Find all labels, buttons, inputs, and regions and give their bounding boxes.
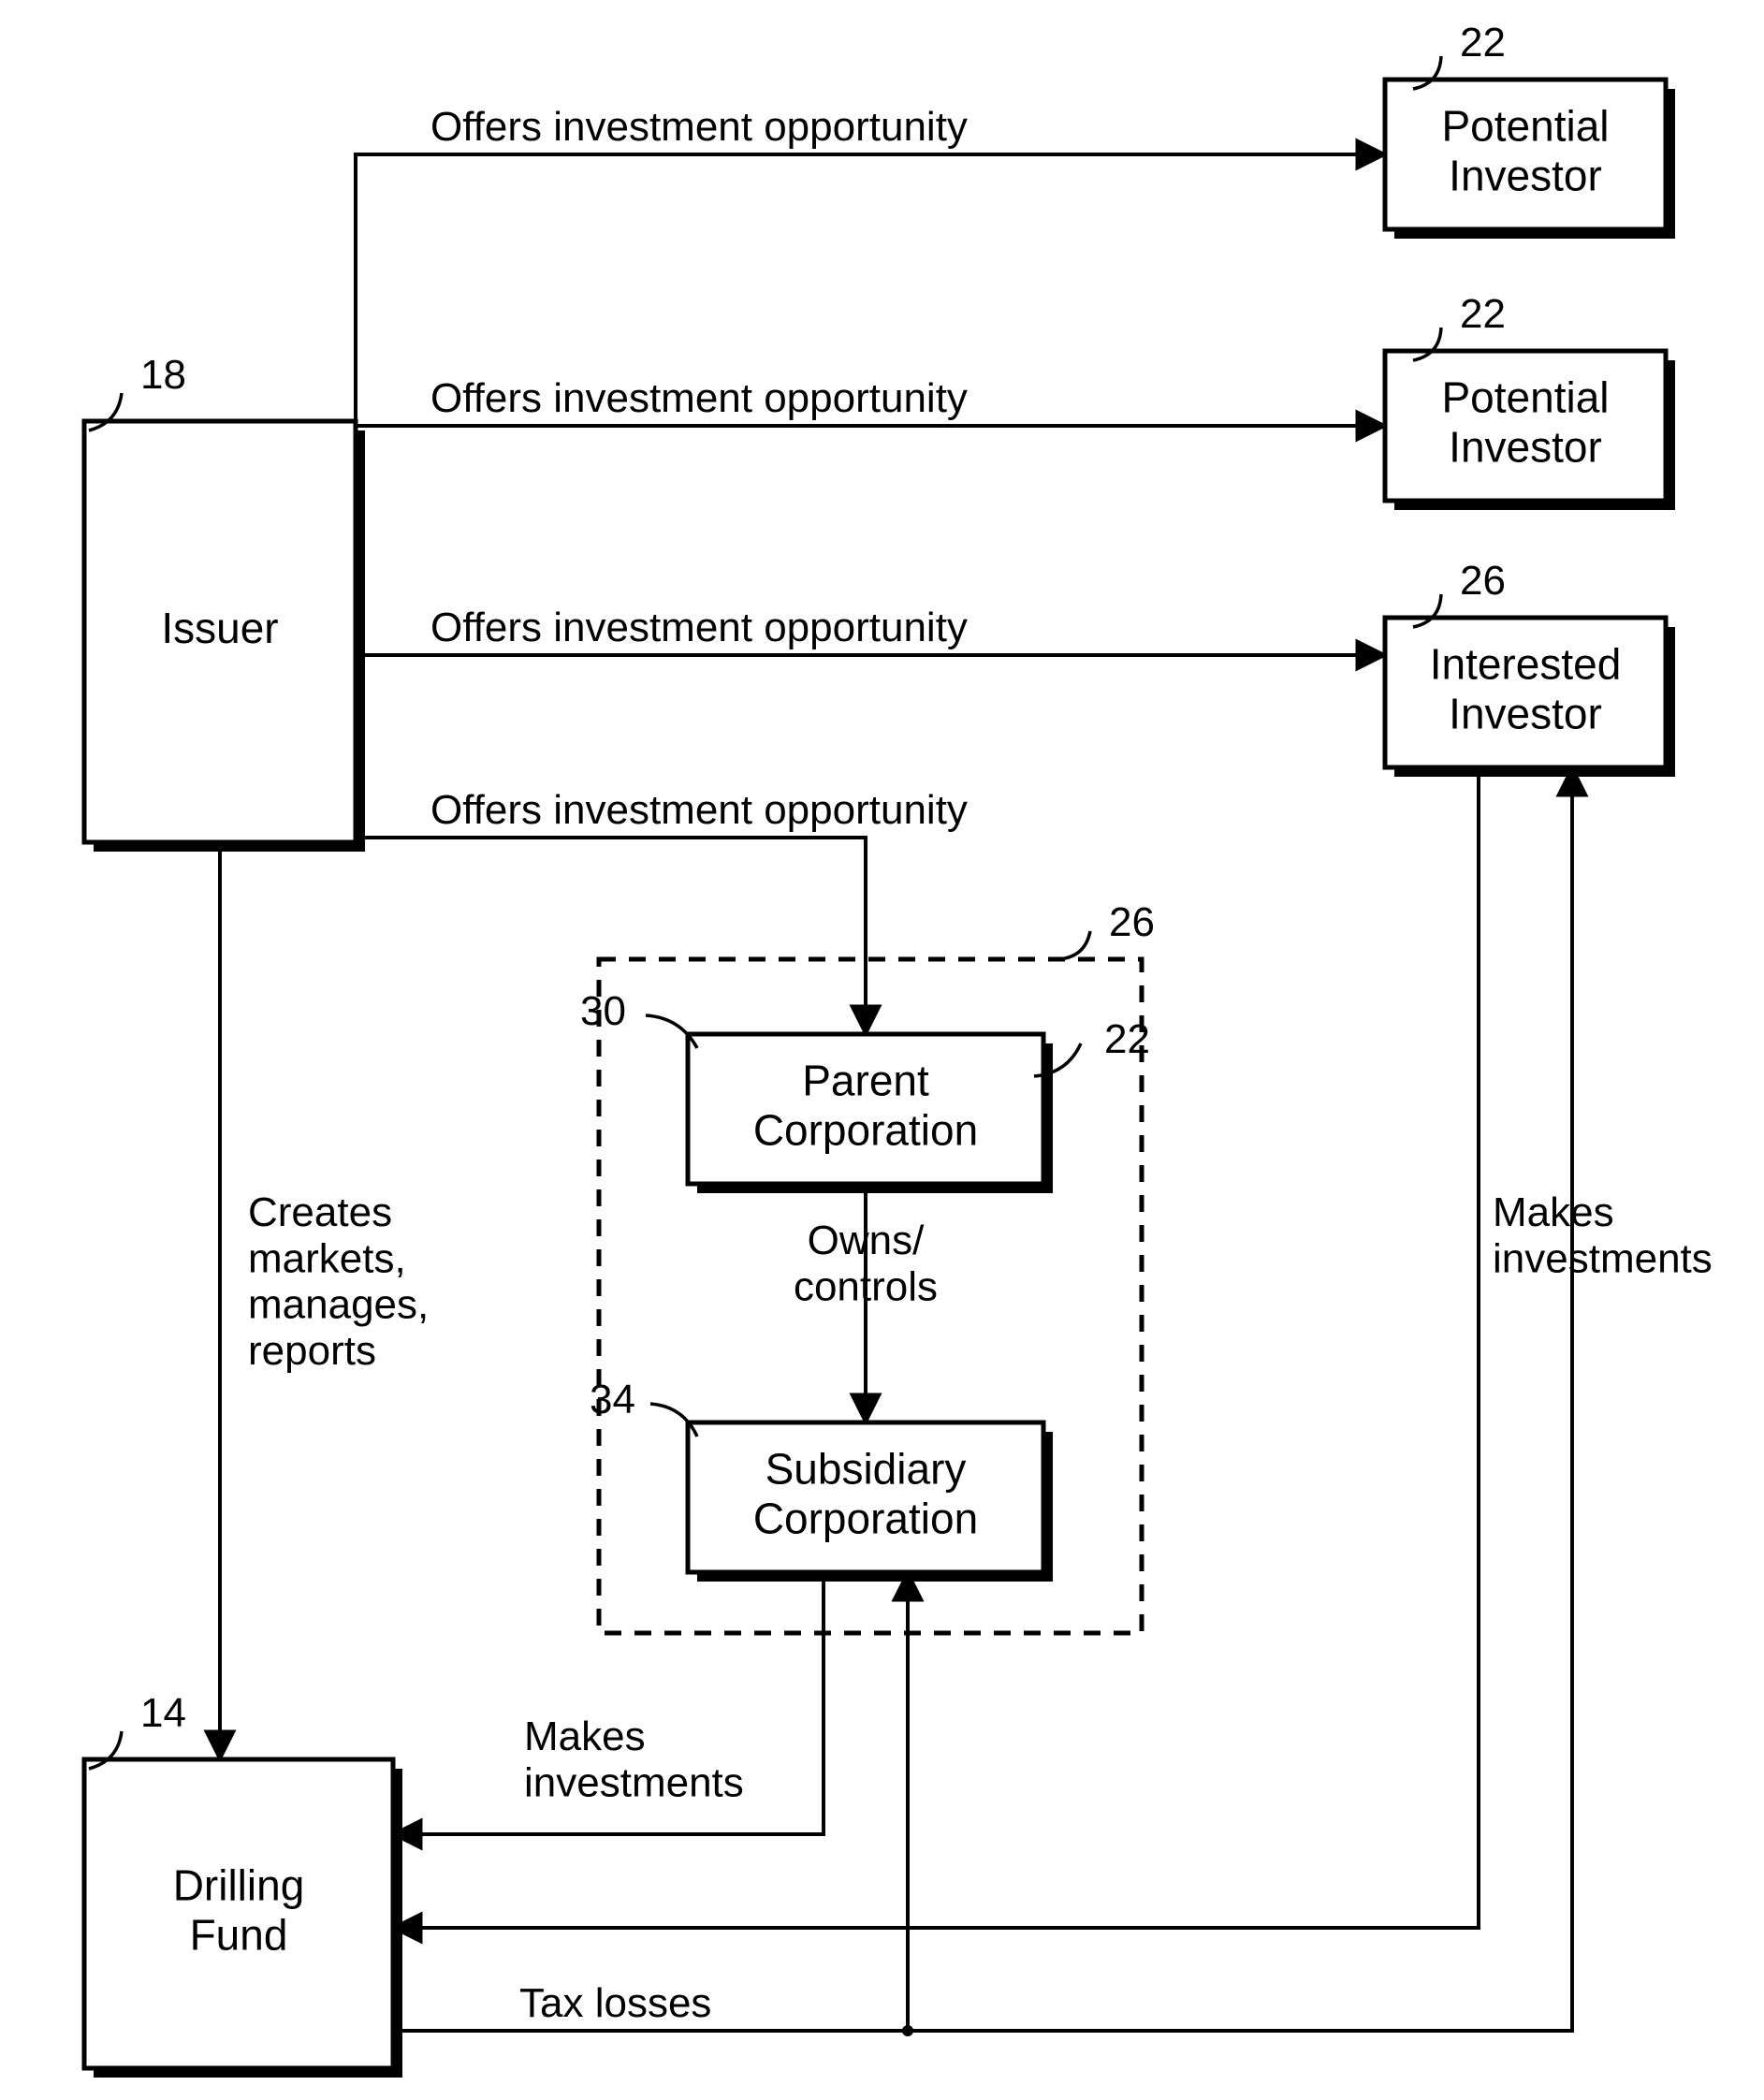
edge-e6-label: Createsmarkets,manages,reports [248, 1189, 429, 1374]
nodes.issuer-ref: 18 [140, 352, 186, 398]
parent_refs.1-ref: 22 [1104, 1016, 1150, 1062]
pot1-label: PotentialInvestor [1441, 102, 1609, 200]
interested-label: InterestedInvestor [1430, 640, 1622, 738]
edge-e1 [356, 154, 1385, 477]
dashed_box-ref: 26 [1109, 899, 1155, 945]
edge-e7-label: Makesinvestments [524, 1714, 744, 1805]
edge-e1-label: Offers investment opportunity [430, 104, 968, 150]
pot2-label: PotentialInvestor [1441, 373, 1609, 472]
edge-e4-label: Offers investment opportunity [430, 787, 968, 833]
issuer-label: Issuer [161, 604, 278, 652]
edge-e10 [908, 767, 1572, 2031]
nodes.interested-ref: 26 [1460, 558, 1506, 604]
nodes.pot1-ref: 22 [1460, 20, 1506, 66]
drilling-label: DrillingFund [173, 1861, 305, 1960]
edge-e3-label: Offers investment opportunity [430, 605, 968, 650]
edge-e2-label: Offers investment opportunity [430, 375, 968, 421]
nodes.drilling-ref: 14 [140, 1690, 186, 1736]
junction-dot-0 [902, 2025, 913, 2036]
edge-e8-label: Tax losses [519, 1980, 711, 2026]
subsidiary-label: SubsidiaryCorporation [753, 1445, 978, 1543]
dashed_box-tick [1057, 931, 1090, 959]
edge-e9-label: Makesinvestments [1493, 1189, 1713, 1281]
nodes.pot2-ref: 22 [1460, 291, 1506, 337]
edge-e5-label: Owns/controls [794, 1218, 938, 1309]
parent_refs.0-ref: 30 [580, 988, 626, 1034]
nodes.subsidiary-ref: 34 [590, 1377, 635, 1422]
